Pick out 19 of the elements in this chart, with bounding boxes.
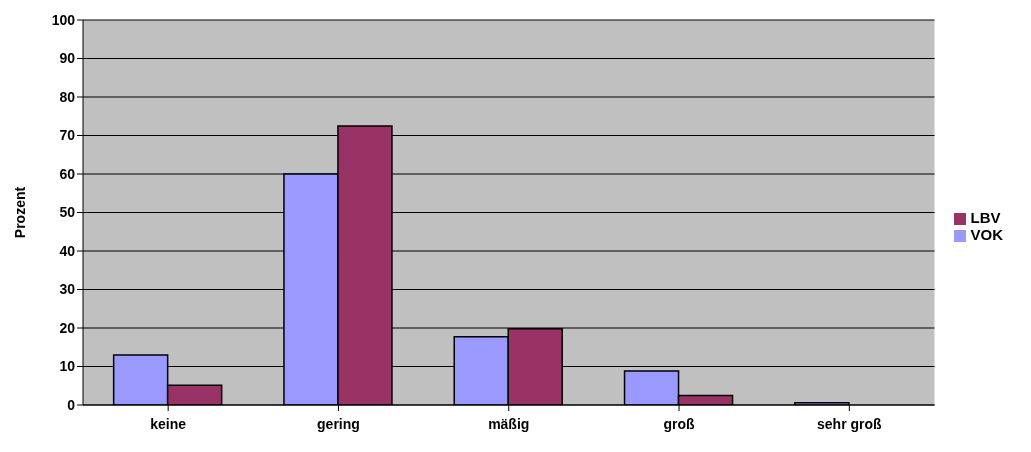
y-tick-label: 100: [51, 11, 76, 28]
y-tick-label: 10: [59, 358, 76, 375]
legend-label: VOK: [970, 226, 1003, 243]
y-tick-label: 80: [59, 88, 76, 105]
x-tick-label: sehr groß: [817, 415, 883, 432]
y-tick-label: 50: [59, 204, 76, 221]
y-axis-title: Prozent: [11, 186, 28, 239]
y-tick-label: 30: [59, 281, 76, 298]
x-tick-label: mäßig: [488, 415, 530, 432]
y-tick-label: 0: [67, 396, 76, 413]
y-tick-label: 60: [59, 165, 76, 182]
y-tick-label: 40: [59, 242, 76, 259]
y-tick-label: 20: [59, 319, 76, 336]
y-tick-label: 70: [59, 127, 76, 144]
y-tick-label: 90: [59, 50, 76, 67]
x-tick-label: gering: [317, 415, 360, 432]
x-tick-label: groß: [663, 415, 696, 432]
legend-label: LBV: [970, 209, 1001, 226]
x-tick-label: keine: [150, 415, 187, 432]
